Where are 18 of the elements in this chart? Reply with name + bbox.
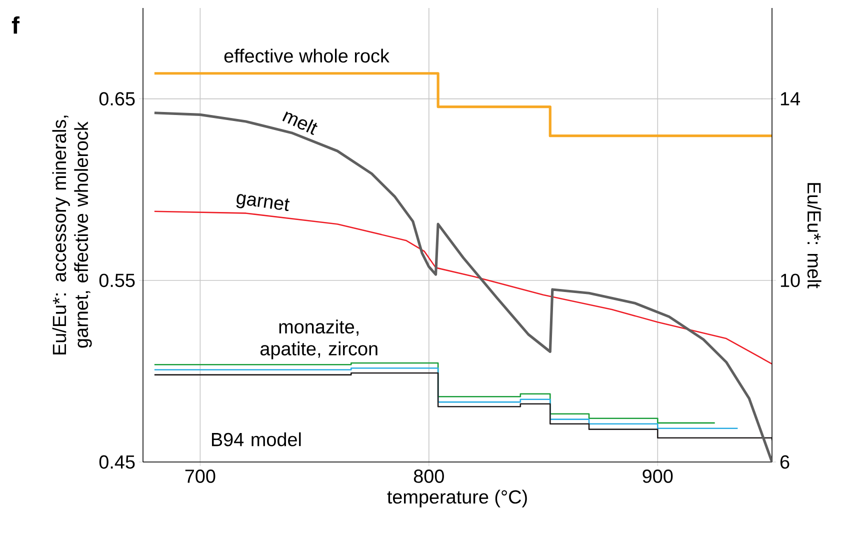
y2-axis-title: Eu/Eu*: melt xyxy=(807,183,822,288)
y-tick-label: 0.45 xyxy=(99,455,135,469)
x-tick-label: 700 xyxy=(185,470,216,483)
y-tick-label: 0.65 xyxy=(99,92,135,106)
annotation: monazite, apatite, zircon xyxy=(260,320,378,360)
x-axis-title: temperature (°C) xyxy=(387,490,527,508)
x-tick-label: 800 xyxy=(414,470,444,483)
annotation: B94 model xyxy=(212,432,301,446)
x-tick-label: 900 xyxy=(642,470,673,483)
y-tick-label: 0.55 xyxy=(99,274,135,288)
y2-tick-label: 14 xyxy=(780,92,800,106)
y2-tick-label: 10 xyxy=(780,274,800,288)
text: melt xyxy=(282,112,318,136)
chart-title: f xyxy=(12,16,20,34)
y-axis-title: Eu/Eu*: accessory minerals, garnet, effective wholerock xyxy=(52,116,92,354)
text: garnet xyxy=(236,194,290,212)
y2-tick-label: 6 xyxy=(780,455,790,469)
series-label: effective whole rock xyxy=(224,48,390,63)
